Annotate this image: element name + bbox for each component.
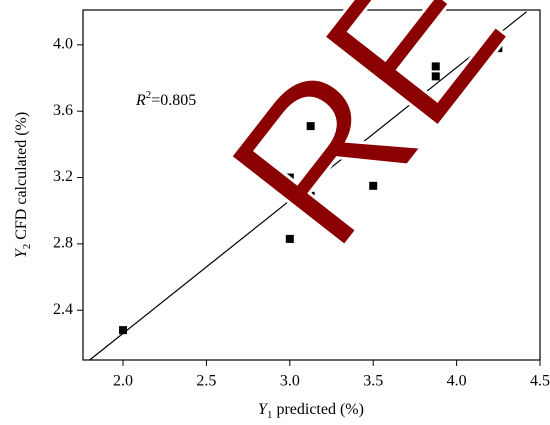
annotation-index: 2 (146, 89, 152, 101)
point (306, 198, 315, 207)
point (285, 234, 294, 243)
annotation-main: R (135, 92, 146, 109)
point (369, 52, 378, 61)
point (285, 173, 294, 182)
annotation-rest: =0.805 (151, 92, 196, 109)
y-axis-label: Y2 CFD calculated (%) (13, 112, 33, 258)
y-tick-label: 2.4 (53, 301, 73, 318)
point (431, 72, 440, 81)
plot-frame (82, 9, 541, 361)
y-tick-label: 4.0 (53, 36, 73, 53)
x-tick-label: 2.0 (113, 373, 133, 390)
y-axis-label-main: Y (13, 247, 30, 258)
point (431, 62, 440, 71)
point (348, 150, 357, 159)
point (119, 326, 128, 335)
y-tick-label: 3.6 (53, 102, 73, 119)
point (369, 181, 378, 190)
x-tick-label: 3.5 (363, 373, 383, 390)
y-axis-label-rest: CFD calculated (%) (13, 112, 30, 244)
fit-line (89, 11, 528, 361)
point (494, 44, 503, 53)
x-axis-label-rest: predicted (%) (272, 401, 364, 418)
x-tick-label: 3.0 (280, 373, 300, 390)
x-tick-label: 2.5 (196, 373, 216, 390)
x-axis-label-index: 1 (267, 409, 273, 421)
point (306, 191, 315, 200)
x-axis-label-main: Y (258, 401, 269, 418)
point (306, 203, 315, 212)
point (306, 122, 315, 131)
x-tick-label: 4.0 (447, 373, 467, 390)
x-axis-label: Y1 predicted (%) (258, 401, 364, 421)
watermark: RE (184, 0, 549, 287)
y-axis-label-index: 2 (21, 244, 33, 250)
y-tick-label: 3.2 (53, 168, 73, 185)
x-tick-label: 4.5 (530, 373, 550, 390)
y-tick-label: 2.8 (53, 235, 73, 252)
annotation: R2=0.805 (135, 89, 196, 109)
